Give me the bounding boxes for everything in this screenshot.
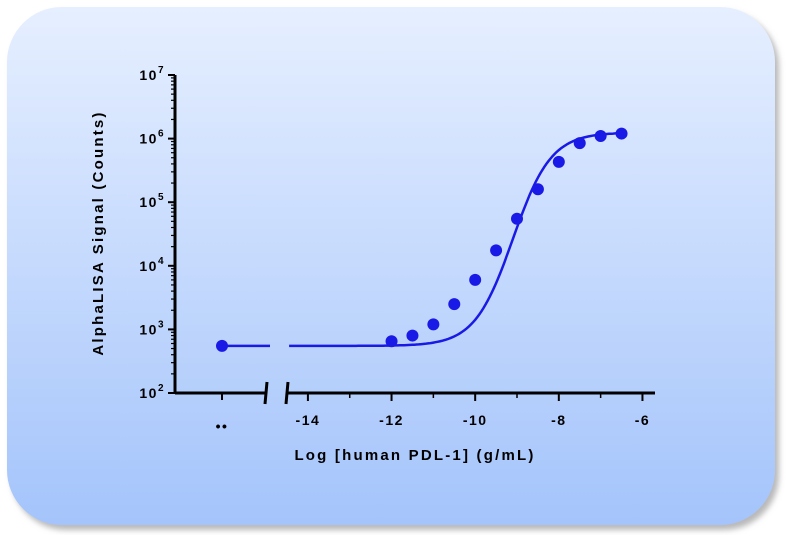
y-tick-label: 104: [139, 256, 165, 274]
data-points: [216, 127, 628, 352]
data-point: [594, 129, 607, 142]
y-tick-labels: 102 103 104 105 106 107: [139, 65, 165, 401]
x-tick-label: -14: [296, 412, 321, 428]
data-point: [406, 329, 419, 342]
data-point: [448, 298, 461, 311]
data-point: [531, 183, 544, 196]
y-tick-label: 106: [139, 129, 165, 147]
x-tick-label-zero: ••: [216, 418, 229, 434]
data-point: [469, 273, 482, 286]
y-tick-label: 102: [139, 383, 165, 401]
x-tick-labels: -14 -12 -10 -8 -6 ••: [216, 412, 650, 434]
x-tick-label: -6: [635, 412, 650, 428]
fit-curve: [289, 131, 622, 348]
data-point-zero: [216, 339, 228, 352]
axes: [168, 74, 655, 405]
series-line-group: [222, 131, 622, 348]
data-point: [490, 244, 503, 257]
x-tick-label: -8: [551, 412, 566, 428]
x-axis-break-mark-right: [284, 381, 290, 405]
y-tick-label: 103: [139, 319, 165, 337]
y-axis-title: AlphaLISA Signal (Counts): [90, 110, 107, 355]
data-point: [511, 212, 523, 225]
y-tick-label: 107: [139, 65, 165, 83]
x-tick-label: -10: [463, 412, 488, 428]
x-axis-break-mark-left: [263, 381, 269, 405]
y-tick-label: 105: [139, 192, 165, 210]
data-point: [552, 155, 565, 168]
data-point: [615, 127, 628, 140]
data-point: [573, 137, 586, 150]
x-axis-title: Log [human PDL-1] (g/mL): [294, 447, 535, 464]
x-tick-label: -12: [379, 412, 404, 428]
data-point: [385, 335, 398, 348]
data-point: [427, 318, 440, 331]
